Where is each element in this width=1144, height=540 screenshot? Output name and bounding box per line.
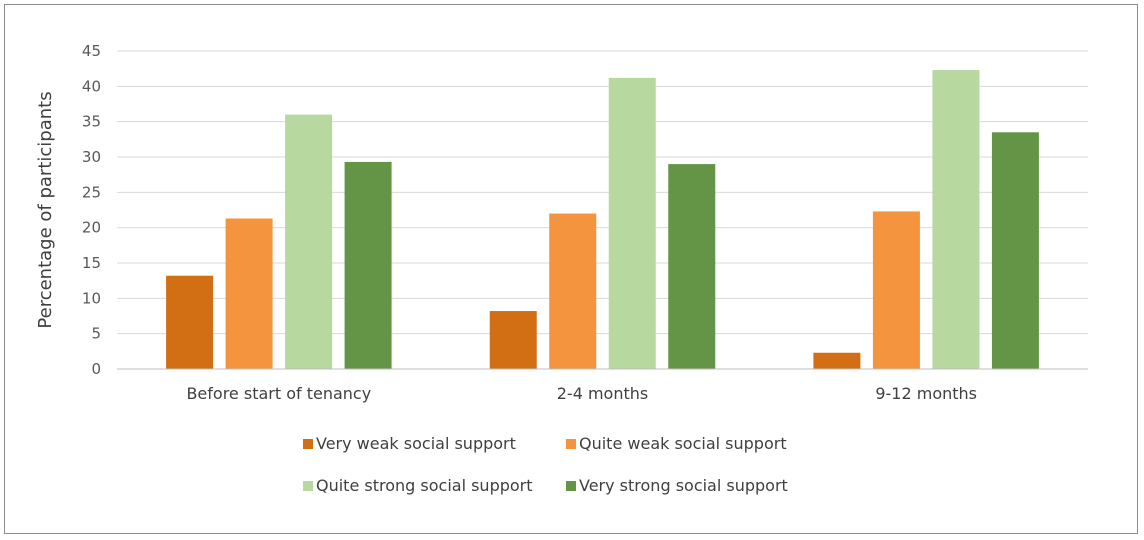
x-category-label: 9-12 months <box>875 384 977 403</box>
y-tick-label: 25 <box>82 183 101 201</box>
legend-swatch <box>566 439 576 449</box>
y-tick-label: 40 <box>82 77 101 95</box>
y-tick-label: 35 <box>82 113 101 131</box>
bar <box>813 352 861 369</box>
bar <box>932 70 980 369</box>
legend-swatch <box>303 439 313 449</box>
chart-frame: 0 5 10 15 20 25 30 35 40 45 Before start of tenan… <box>4 4 1138 534</box>
bar <box>991 132 1039 369</box>
y-tick-label: 15 <box>82 254 101 272</box>
bar <box>872 211 920 369</box>
legend: Very weak social support Quite weak socia… <box>303 434 788 495</box>
y-tick-label: 20 <box>82 219 101 237</box>
gridlines <box>117 50 1088 335</box>
y-tick-label: 10 <box>82 289 101 307</box>
bars <box>166 70 1039 369</box>
x-axis-categories: Before start of tenancy 2-4 months 9-12 mo… <box>186 384 977 403</box>
bar <box>166 275 214 369</box>
bar-chart: 0 5 10 15 20 25 30 35 40 45 Before start of tenan… <box>35 42 1088 495</box>
y-tick-label: 0 <box>91 360 101 378</box>
y-tick-label: 5 <box>91 325 101 343</box>
y-axis-ticks: 0 5 10 15 20 25 30 35 40 45 <box>82 42 101 378</box>
y-tick-label: 45 <box>82 42 101 60</box>
bar <box>285 114 333 369</box>
y-axis-label: Percentage of participants <box>35 91 56 328</box>
legend-label: Very strong social support <box>579 476 788 495</box>
bar <box>489 311 537 369</box>
bar <box>608 77 656 369</box>
legend-label: Quite strong social support <box>316 476 533 495</box>
legend-swatch <box>303 481 313 491</box>
bar <box>668 164 716 369</box>
bar <box>549 213 597 369</box>
legend-swatch <box>566 481 576 491</box>
y-tick-label: 30 <box>82 148 101 166</box>
legend-label: Quite weak social support <box>579 434 787 453</box>
bar <box>344 161 392 369</box>
x-category-label: 2-4 months <box>557 384 648 403</box>
legend-label: Very weak social support <box>316 434 516 453</box>
x-category-label: Before start of tenancy <box>186 384 371 403</box>
bar <box>225 218 273 369</box>
